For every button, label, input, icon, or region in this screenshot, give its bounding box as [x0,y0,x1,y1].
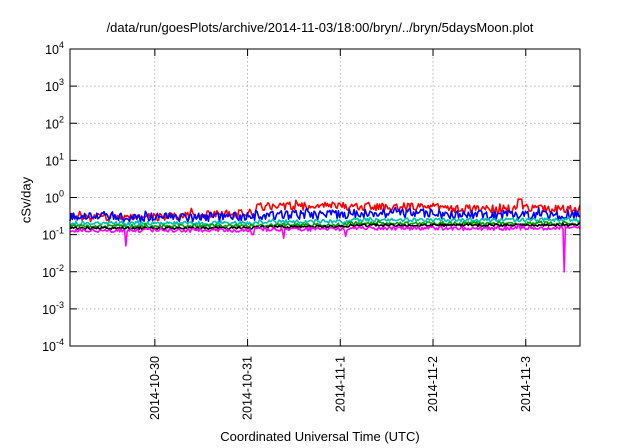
x-tick-label: 2014-10-30 [148,356,162,420]
y-tick-label: 10-4 [42,337,64,354]
x-tick-label: 2014-10-31 [241,356,255,420]
y-tick-label: 104 [45,40,64,57]
y-tick-label: 100 [45,189,64,206]
x-tick-label: 2014-11-2 [426,356,440,412]
y-tick-label: 10-1 [42,226,64,243]
y-tick-label: 10-3 [42,300,64,317]
data-series-line-3 [69,216,581,227]
x-tick-label: 2014-11-1 [333,356,347,412]
x-axis-label: Coordinated Universal Time (UTC) [220,429,420,444]
data-series-line-2 [69,206,581,223]
y-tick-label: 102 [45,114,64,131]
data-series-line-1 [69,198,581,223]
data-series-line-6 [69,224,581,273]
y-tick-label: 101 [45,151,64,168]
chart-title: /data/run/goesPlots/archive/2014-11-03/1… [106,20,534,35]
y-tick-label: 10-2 [42,263,64,280]
y-tick-label: 103 [45,77,64,94]
x-tick-label: 2014-11-3 [519,356,533,412]
